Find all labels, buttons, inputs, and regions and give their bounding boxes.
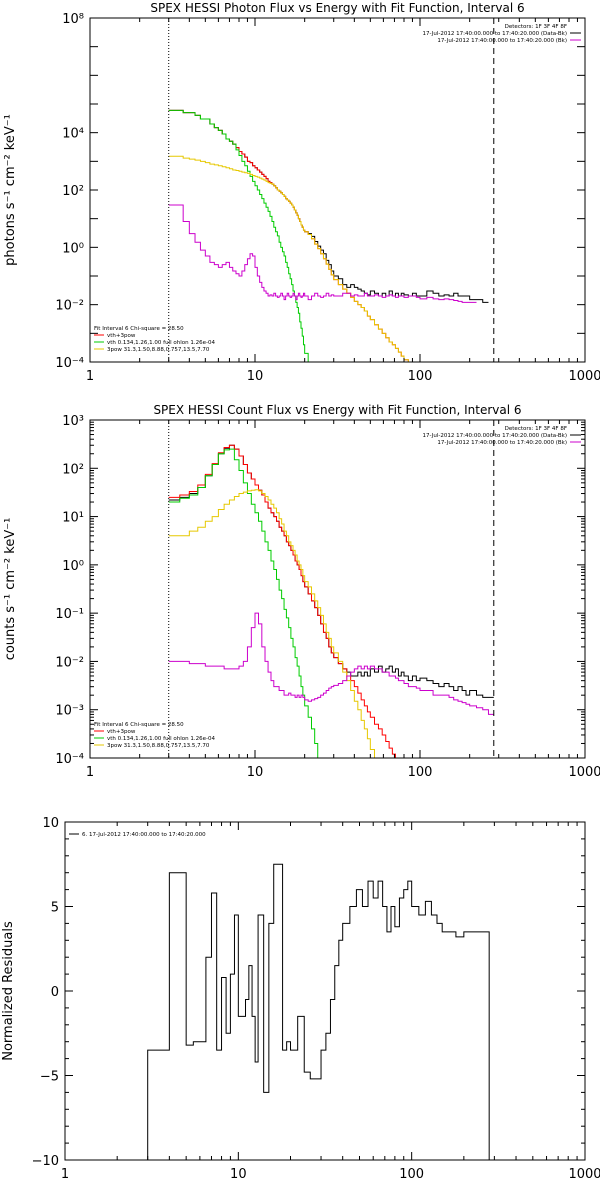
chart-panel-1: 1 10 100 1000 10⁻⁴ 10⁻² 10⁰ 10² 10⁴ 10⁸ photons s⁻…	[3, 1, 600, 384]
legend: Fit Interval 6 Chi-square = 28.50vth+3po…	[94, 722, 215, 749]
legend-title: Fit Interval 6 Chi-square = 28.50	[94, 326, 184, 332]
x-axis: 1 10 100 1000	[86, 420, 600, 780]
x-tick-label: 1	[61, 1167, 69, 1182]
x-axis: 1 10 100 1000	[86, 18, 600, 384]
legend-label: vth+3pow	[107, 333, 136, 339]
header-line: 17-Jul-2012 17:40:00.000 to 17:40:20.000…	[423, 31, 568, 37]
y-axis-label: counts s⁻¹ cm⁻² keV⁻¹	[3, 518, 18, 661]
y-tick-label: 10²	[62, 184, 84, 199]
y-tick-label: 10	[42, 816, 59, 831]
y-axis: 10⁻⁴ 10⁻³ 10⁻² 10⁻¹ 10⁰ 10¹ 10² 10³	[55, 414, 585, 767]
y-tick-label: 10⁰	[62, 241, 84, 256]
y-axis: 10⁻⁴ 10⁻² 10⁰ 10² 10⁴ 10⁸	[55, 12, 585, 371]
chart-panel-3: 1 10 100 1000 −10 −5 0 5 10 Normalized Residuals 6…	[1, 816, 600, 1182]
series-3-line	[168, 109, 312, 362]
y-tick-label: 10²	[62, 462, 84, 477]
header-line: Detectors: 1F 3F 4F 8F	[505, 426, 567, 432]
header-line: 17-Jul-2012 17:40:00.000 to 17:40:20.000…	[437, 440, 567, 446]
y-tick-label: 10⁻³	[55, 704, 84, 719]
legend-label: 6. 17-Jul-2012 17:40:00.000 to 17:40:20.…	[82, 832, 206, 838]
series-4-line	[168, 489, 379, 758]
y-tick-label: 10⁴	[62, 127, 84, 142]
chart-title: SPEX HESSI Photon Flux vs Energy with Fi…	[150, 1, 524, 15]
y-tick-label: 10⁻²	[55, 655, 84, 670]
y-tick-label: 10⁸	[62, 12, 84, 27]
series-3-line	[168, 448, 321, 758]
y-tick-label: −10	[32, 1154, 59, 1169]
chart-panel-2: 1 10 100 1000 10⁻⁴ 10⁻³ 10⁻² 10⁻¹ 10⁰ 10¹ 10² 10³ co…	[3, 403, 600, 780]
y-axis-label: Normalized Residuals	[1, 921, 16, 1061]
x-axis: 1 10 100 1000	[61, 822, 600, 1182]
series-4-line	[168, 155, 413, 362]
x-tick-label: 100	[408, 765, 433, 780]
x-tick-label: 100	[399, 1167, 424, 1182]
x-tick-label: 1000	[568, 765, 600, 780]
legend-label: vth+3pow	[107, 729, 136, 735]
x-tick-label: 1000	[568, 369, 600, 384]
legend-title: Fit Interval 6 Chi-square = 28.50	[94, 722, 184, 728]
series-1-line	[147, 863, 490, 1160]
x-tick-label: 1	[86, 765, 94, 780]
legend-label: vth 0.134,1.26,1.00 full ohlon 1.26e-04	[107, 736, 215, 742]
x-tick-label: 100	[408, 369, 433, 384]
header-line: 17-Jul-2012 17:40:00.000 to 17:40:20.000…	[423, 433, 568, 439]
y-axis-label: photons s⁻¹ cm⁻² keV⁻¹	[3, 114, 18, 266]
x-tick-label: 1000	[568, 1167, 600, 1182]
plot-frame	[64, 821, 586, 1161]
y-tick-label: 10⁰	[62, 559, 84, 574]
series-2-line	[168, 109, 483, 362]
series-5-line	[168, 204, 477, 303]
series-group	[168, 444, 494, 758]
y-tick-label: 10³	[62, 414, 84, 429]
y-tick-label: 10¹	[62, 511, 84, 526]
header-line: Detectors: 1F 3F 4F 8F	[505, 24, 567, 30]
x-tick-label: 10	[247, 369, 264, 384]
y-axis: −10 −5 0 5 10	[32, 816, 585, 1169]
legend: 6. 17-Jul-2012 17:40:00.000 to 17:40:20.…	[69, 832, 206, 838]
series-group	[147, 863, 490, 1160]
y-tick-label: 10⁻²	[55, 299, 84, 314]
y-tick-label: 10⁻¹	[55, 607, 84, 622]
legend-label: 3pow 31.3,1.50,8.88,0.757,13.5,7.70	[107, 347, 210, 353]
series-1-line	[168, 109, 489, 303]
y-tick-label: 5	[51, 901, 59, 916]
header-line: 17-Jul-2012 17:40:00.000 to 17:40:20.000…	[437, 38, 567, 44]
series-1-line	[168, 444, 494, 698]
x-tick-label: 10	[247, 765, 264, 780]
series-5-line	[168, 612, 494, 715]
y-tick-label: 10⁻⁴	[55, 752, 84, 767]
y-tick-label: 10⁻⁴	[55, 356, 84, 371]
x-tick-label: 10	[230, 1167, 247, 1182]
series-2-line	[168, 444, 399, 758]
plot-frame	[89, 17, 586, 363]
legend-label: vth 0.134,1.26,1.00 full ohlon 1.26e-04	[107, 340, 215, 346]
legend-label: 3pow 31.3,1.50,8.88,0.757,13.5,7.70	[107, 743, 210, 749]
y-tick-label: −5	[40, 1070, 59, 1085]
legend: Fit Interval 6 Chi-square = 28.50vth+3po…	[94, 326, 215, 353]
chart-title: SPEX HESSI Count Flux vs Energy with Fit…	[153, 403, 521, 417]
x-tick-label: 1	[86, 369, 94, 384]
plot-frame	[89, 419, 586, 759]
series-group	[168, 109, 489, 362]
y-tick-label: 0	[51, 985, 59, 1000]
